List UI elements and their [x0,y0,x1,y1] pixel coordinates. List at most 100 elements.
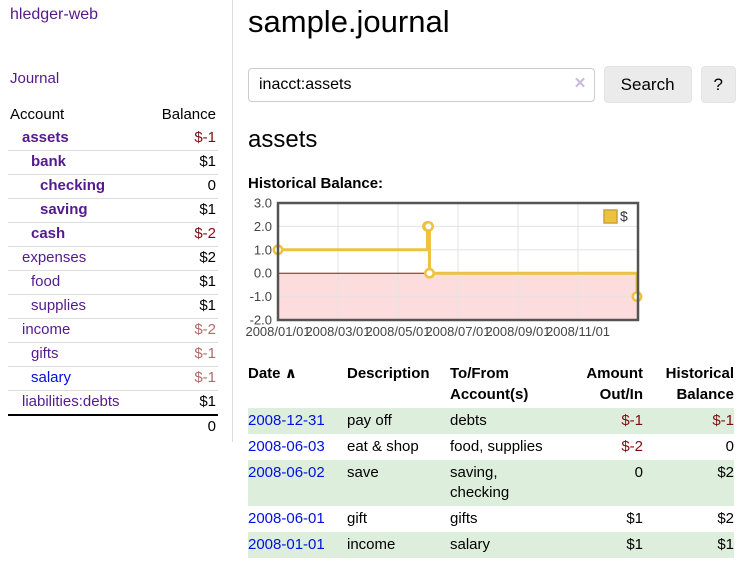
register-header-date[interactable]: Date ∧ [248,365,297,382]
account-link-expenses[interactable]: expenses [22,249,87,266]
register-header-row: Date ∧ Description To/From Account(s) Am… [248,363,734,408]
accounts-total-spacer [8,414,147,439]
account-row: checking 0 [8,174,218,199]
account-balance: $1 [146,198,218,223]
transaction-accounts: gifts [450,510,478,527]
account-link-checking[interactable]: checking [40,177,106,194]
clear-search-icon[interactable]: × [574,72,586,94]
legend-swatch [603,209,618,224]
transaction-date-link[interactable]: 2008-12-31 [248,412,325,429]
account-link-assets[interactable]: assets [22,129,69,146]
account-row: assets $-1 [8,127,218,151]
account-link-income[interactable]: income [22,321,71,338]
transaction-date-link[interactable]: 2008-06-03 [248,438,325,455]
data-point-marker [424,267,435,279]
account-link-liabilities-debts[interactable]: liabilities:debts [22,393,120,410]
register-table: Date ∧ Description To/From Account(s) Am… [248,363,734,558]
account-balance: $-1 [194,129,216,146]
page-title: sample.journal [248,4,450,39]
account-balance: $-2 [146,318,218,343]
transaction-amount: $-1 [621,412,643,429]
x-tick-label: 2008/03/01 [305,324,370,339]
account-link-gifts[interactable]: gifts [31,345,59,362]
account-row: saving $1 [8,198,218,223]
transaction-date-link[interactable]: 2008-01-01 [248,536,325,553]
account-balance: $1 [146,150,218,175]
transaction-balance: $2 [717,510,734,527]
y-tick-label: 3.0 [254,196,272,211]
account-link-bank[interactable]: bank [31,153,67,170]
y-tick-label: 0.0 [254,266,272,281]
transaction-amount: 0 [634,464,643,481]
account-link-saving[interactable]: saving [40,201,88,218]
search-input-wrap: × [248,67,595,102]
x-tick-label: 2008/09/01 [485,324,550,339]
accounts-header-account: Account [10,106,65,123]
account-balance: 0 [146,174,218,199]
transaction-date-link[interactable]: 2008-06-01 [248,510,325,527]
account-link-salary[interactable]: salary [31,369,72,386]
register-row: 2008-06-03 eat & shop food, supplies $-2 0 [248,434,734,460]
data-point-marker [423,220,434,232]
sidebar-item-journal[interactable]: Journal [10,70,60,87]
register-header-balance: Historical Balance [665,365,734,403]
register-header-description: Description [347,365,430,382]
account-row: bank $1 [8,150,218,175]
register-table-body: 2008-12-31 pay off debts $-1 $-1 2008-06-03 ea… [248,408,734,558]
transaction-description: eat & shop [347,438,419,455]
register-header-amount: Amount Out/In [586,365,643,403]
legend-label: $ [620,208,628,224]
transaction-accounts: salary [450,536,491,553]
sort-ascending-icon: ∧ [284,365,297,382]
account-balance: $1 [146,390,218,415]
transaction-accounts: food, supplies [450,438,543,455]
account-link-food[interactable]: food [31,273,61,290]
search-button[interactable]: Search [603,66,692,103]
transaction-amount: $-2 [621,438,643,455]
account-row: gifts $-1 [8,342,218,367]
register-row: 2008-12-31 pay off debts $-1 $-1 [248,408,734,434]
transaction-date-link[interactable]: 2008-06-02 [248,464,325,481]
y-tick-label: 2.0 [254,219,272,234]
transaction-description: income [347,536,396,553]
x-tick-label: 2008/05/01 [365,324,430,339]
search-input[interactable] [248,67,595,102]
account-link-cash[interactable]: cash [31,225,66,242]
account-row: supplies $1 [8,294,218,319]
register-row: 2008-06-02 save saving, checking 0 $2 [248,460,734,506]
accounts-table-body: assets $-1 bank $1 checking 0 saving $1 cash $-2 e… [8,127,218,415]
transaction-amount: $1 [626,510,643,527]
account-row: expenses $2 [8,246,218,271]
sidebar: hledger-web Journal Account Balance asse… [0,0,233,442]
account-balance: $-1 [146,366,218,391]
x-tick-label: 2008/01/01 [245,324,310,339]
account-row: liabilities:debts $1 [8,390,218,415]
transaction-balance: $-1 [712,412,734,429]
register-row: 2008-06-01 gift gifts $1 $2 [248,506,734,532]
y-tick-label: -2.0 [250,313,272,328]
account-row: cash $-2 [8,222,218,247]
accounts-total-balance: 0 [146,414,218,439]
accounts-table-header: Account Balance [8,104,218,127]
transaction-description: pay off [347,412,392,429]
transaction-accounts: debts [450,412,487,429]
app-brand-link[interactable]: hledger-web [10,6,99,23]
account-link-supplies[interactable]: supplies [31,297,87,314]
chart-title: Historical Balance: [248,175,384,192]
account-balance: $-1 [146,342,218,367]
search-help-button[interactable]: ? [700,66,736,103]
account-row: food $1 [8,270,218,295]
transaction-balance: $2 [717,464,734,481]
account-row: salary $-1 [8,366,218,391]
transaction-balance: $1 [717,536,734,553]
transaction-description: save [347,464,379,481]
account-heading: assets [248,126,318,153]
account-row: income $-2 [8,318,218,343]
historical-balance-chart: 3.0 2.0 1.0 0.0 -1.0 -2.02008/01/012008/03/01… [245,196,643,339]
transaction-balance: 0 [725,438,734,455]
plot-border [276,201,640,322]
y-tick-label: 1.0 [254,242,272,257]
transaction-description: gift [347,510,368,527]
y-tick-label: -1.0 [250,289,272,304]
accounts-header-balance: Balance [161,106,216,123]
